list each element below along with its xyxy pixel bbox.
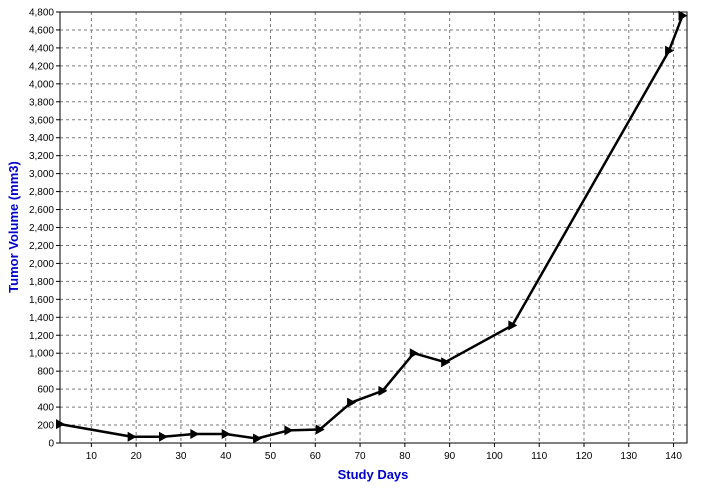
y-tick-label: 200 [37,421,54,432]
x-tick-label: 20 [131,451,143,462]
y-tick-label: 3,400 [29,133,54,144]
y-tick-label: 3,800 [29,97,54,108]
x-tick-label: 50 [265,451,277,462]
x-tick-label: 90 [444,451,456,462]
x-tick-label: 100 [486,451,503,462]
data-point-marker [284,425,294,436]
data-point-marker [221,429,231,440]
series-layer [56,10,688,444]
x-tick-label: 10 [86,451,98,462]
y-tick-label: 2,400 [29,223,54,234]
y-tick-label: 400 [37,403,54,414]
data-point-marker [378,385,388,396]
y-tick-label: 4,000 [29,79,54,90]
y-tick-label: 3,200 [29,151,54,162]
data-point-marker [159,431,169,442]
y-tick-label: 1,800 [29,277,54,288]
data-point-marker [678,10,688,21]
y-tick-label: 1,000 [29,349,54,360]
data-point-marker [347,397,357,408]
data-point-marker [190,429,200,440]
y-tick-label: 4,800 [29,8,54,19]
plot-frame [59,11,688,444]
x-tick-label: 70 [355,451,367,462]
y-tick-label: 3,600 [29,115,54,126]
x-tick-label: 40 [220,451,232,462]
y-tick-label: 2,600 [29,205,54,216]
data-point-marker [441,357,451,368]
y-tick-labels: 0 200 400 600 800 1,000 1,200 1,400 1,600 1,800 2,… [29,8,60,450]
x-tick-labels: 10 20 30 40 50 60 70 80 90 100 110 120 130 140 [86,443,682,462]
y-tick-label: 1,200 [29,331,54,342]
data-point-marker [315,424,325,435]
data-point-marker [409,348,419,359]
y-tick-label: 2,800 [29,187,54,198]
y-tick-label: 2,200 [29,241,54,252]
x-tick-label: 140 [665,451,682,462]
y-tick-label: 4,400 [29,43,54,54]
grid-lines [60,12,687,443]
y-tick-label: 800 [37,367,54,378]
y-tick-label: 1,600 [29,295,54,306]
y-tick-label: 2,000 [29,259,54,270]
x-tick-label: 110 [531,451,547,462]
y-tick-label: 1,400 [29,313,54,324]
y-axis-title: Tumor Volume (mm3) [6,161,21,293]
y-tick-label: 3,000 [29,169,54,180]
x-tick-label: 130 [620,451,637,462]
x-tick-label: 60 [310,451,322,462]
y-tick-label: 600 [37,385,54,396]
data-point-marker [253,433,263,444]
x-axis-title: Study Days [338,467,409,482]
data-point-marker [127,431,137,442]
x-tick-label: 120 [576,451,593,462]
y-tick-label: 4,600 [29,25,54,36]
data-point-marker [508,320,518,331]
y-tick-label: 4,200 [29,61,54,72]
x-tick-label: 30 [175,451,187,462]
data-point-marker [665,45,675,56]
x-tick-label: 80 [399,451,411,462]
y-tick-label: 0 [48,439,54,450]
